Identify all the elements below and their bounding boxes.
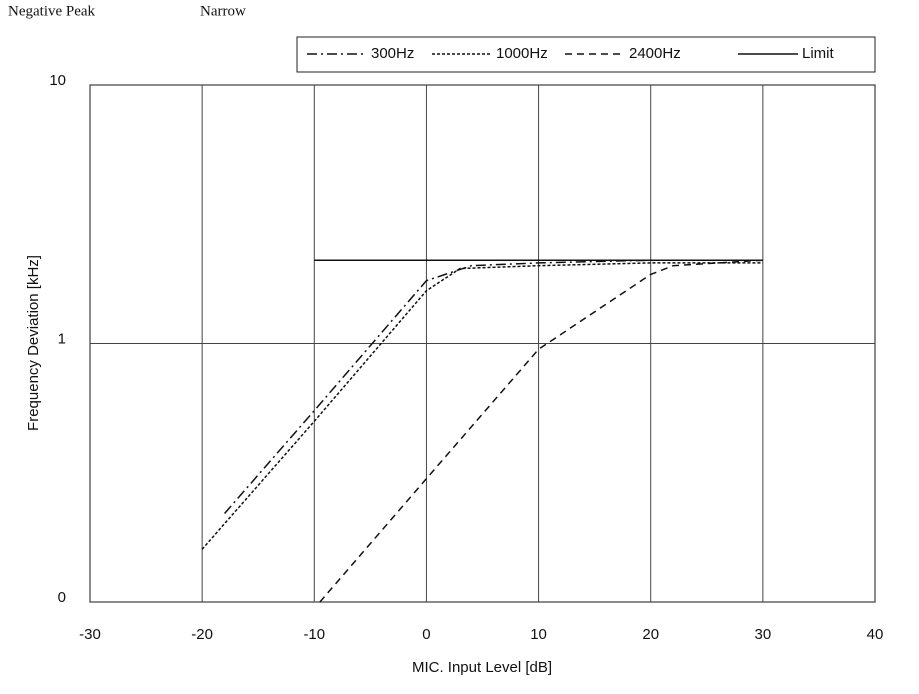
y-tick-label: 1 (58, 330, 66, 347)
y-tick-label: 10 (49, 72, 66, 89)
legend-label: 2400Hz (629, 45, 681, 62)
x-tick-label: 0 (422, 626, 430, 643)
x-tick-label: -10 (303, 626, 325, 643)
x-tick-label: -20 (191, 626, 213, 643)
legend-label: 1000Hz (496, 45, 548, 62)
x-axis-label: MIC. Input Level [dB] (412, 659, 552, 676)
header-right: Narrow (200, 3, 246, 19)
x-tick-label: 30 (755, 626, 772, 643)
legend-label: Limit (802, 45, 835, 62)
series-line (224, 259, 763, 514)
x-tick-label: 20 (642, 626, 659, 643)
legend-label: 300Hz (371, 45, 414, 62)
y-axis-label: Frequency Deviation [kHz] (25, 255, 42, 431)
header-left: Negative Peak (8, 3, 96, 19)
y-tick-label: 0 (58, 589, 66, 606)
x-tick-label: 10 (530, 626, 547, 643)
series-line (201, 262, 763, 550)
series-line (319, 259, 763, 603)
x-tick-label: 40 (867, 626, 884, 643)
x-tick-label: -30 (79, 626, 101, 643)
